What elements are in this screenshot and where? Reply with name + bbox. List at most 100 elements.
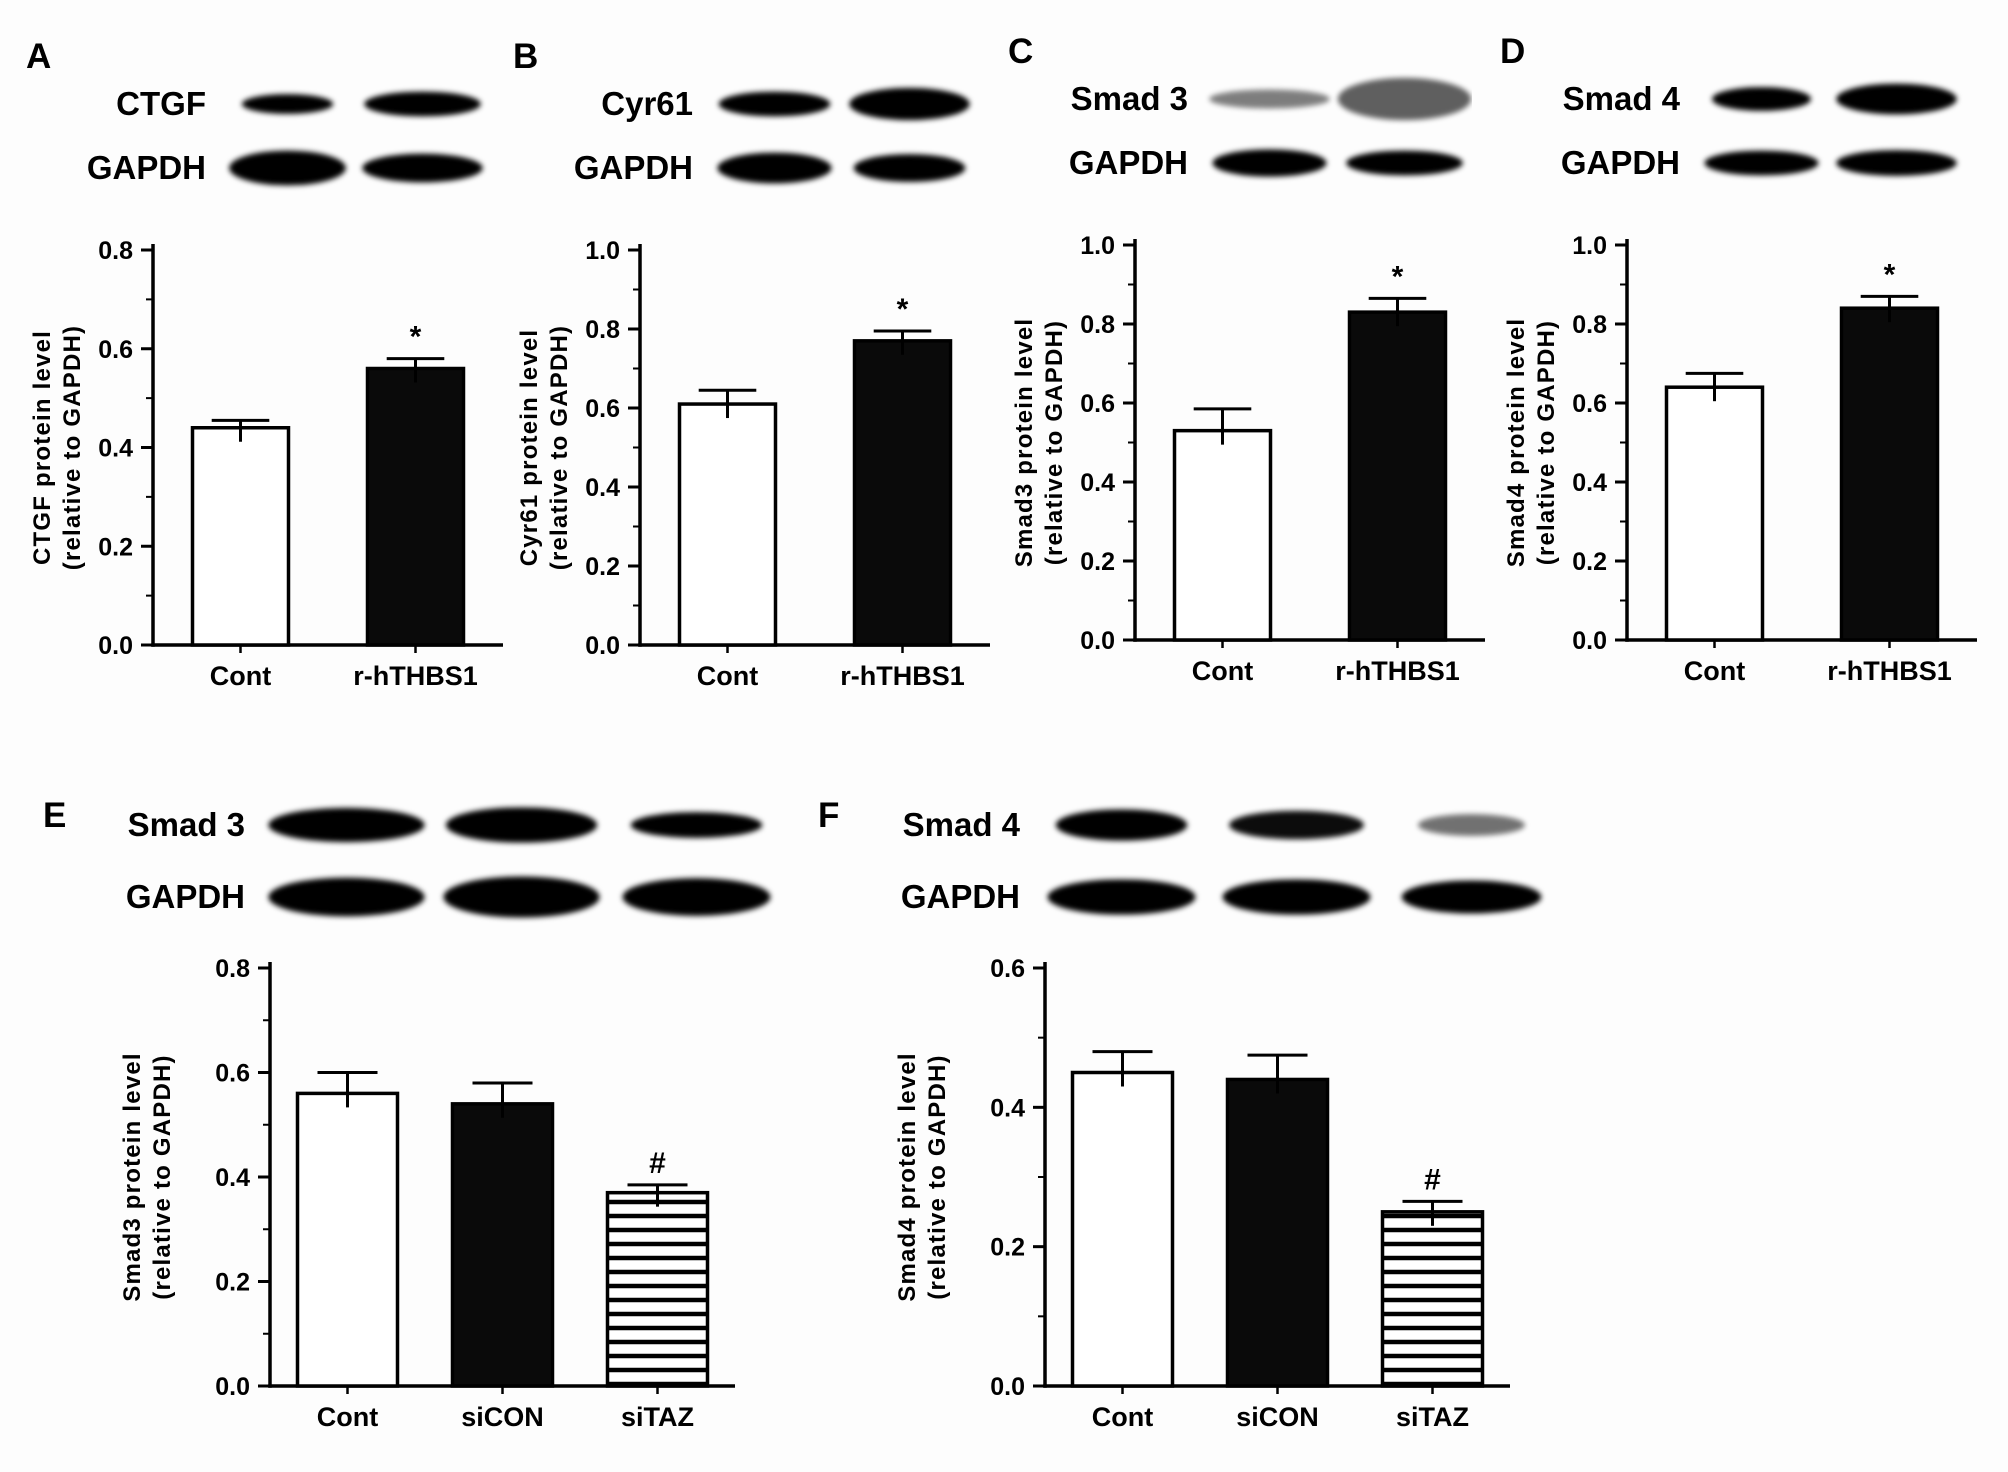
y-axis-label: (relative to GAPDH)	[924, 1054, 951, 1300]
category-label: Cont	[697, 661, 758, 691]
category-label: r-hTHBS1	[1827, 656, 1952, 686]
panel-letter: F	[818, 796, 840, 835]
blot-band	[1418, 814, 1525, 836]
blot-band-strip	[718, 87, 970, 121]
western-blot: Smad 4 GAPDH	[870, 794, 1580, 928]
blot-row: GAPDH	[1048, 136, 1505, 190]
bar-cont	[677, 402, 778, 647]
blot-band	[1704, 150, 1819, 176]
y-tick-label: 0.6	[1572, 390, 1607, 418]
blot-protein-label: Cyr61	[601, 85, 693, 122]
blot-row: GAPDH	[1540, 136, 2004, 190]
category-label: siCON	[1236, 1402, 1319, 1432]
blot-band	[853, 154, 966, 182]
blot-band	[1212, 149, 1327, 177]
blot-row: Smad 4	[870, 794, 1580, 856]
y-tick-label: 0.2	[1080, 548, 1115, 576]
y-axis-label: Cyr61 protein level	[516, 329, 543, 567]
y-tick-label: 1.0	[1572, 232, 1607, 260]
panel-a: A CTGF GAPDH 0.0 0.2 0.4 0.6 0.8 CTGF protein le…	[18, 25, 523, 725]
significance-marker: *	[897, 293, 909, 326]
bar-r-hthbs1	[365, 366, 466, 647]
bar-chart: 0.0 0.2 0.4 0.6 0.8 CTGF protein level (relati…	[29, 237, 503, 691]
y-tick-label: 0.4	[1080, 469, 1115, 497]
blot-band	[1209, 89, 1330, 109]
blot-band-strip	[1209, 77, 1472, 121]
significance-marker: *	[1392, 260, 1404, 293]
y-tick-label: 0.8	[1080, 311, 1115, 339]
blot-band	[1047, 879, 1196, 915]
blot-band	[1712, 87, 1811, 111]
blot-band	[1229, 810, 1364, 840]
y-tick-label: 0.4	[1572, 469, 1607, 497]
y-tick-label: 0.2	[98, 533, 133, 561]
western-blot: CTGF GAPDH	[66, 77, 523, 195]
y-tick-label: 0.0	[215, 1373, 250, 1401]
y-tick-label: 0.4	[98, 435, 133, 463]
blot-band	[849, 87, 970, 121]
category-label: r-hTHBS1	[1335, 656, 1460, 686]
blot-band	[443, 876, 600, 918]
western-blot: Cyr61 GAPDH	[553, 77, 1010, 195]
bar-chart: 0.0 0.2 0.4 0.6 0.8 1.0 Smad4 protein level (re…	[1503, 232, 1977, 686]
y-axis-label: CTGF protein level	[29, 330, 56, 565]
y-tick-label: 0.6	[585, 395, 620, 423]
blot-band	[241, 94, 334, 114]
y-tick-label: 0.0	[1572, 627, 1607, 655]
y-tick-label: 0.2	[215, 1269, 250, 1297]
bar-sicon	[450, 1102, 555, 1388]
blot-band-strip	[241, 91, 481, 117]
bar-sicon	[1225, 1077, 1330, 1388]
y-tick-label: 1.0	[585, 237, 620, 265]
western-blot: Smad 3 GAPDH	[95, 794, 795, 928]
category-label: siTAZ	[621, 1402, 694, 1432]
blot-protein-label: Smad 4	[1562, 80, 1680, 117]
blot-band	[445, 807, 598, 843]
significance-marker: #	[649, 1147, 666, 1180]
y-tick-label: 0.4	[585, 474, 620, 502]
significance-marker: *	[1884, 258, 1896, 291]
blot-band	[1346, 150, 1463, 176]
blot-row: Smad 3	[95, 794, 795, 856]
blot-band	[229, 150, 346, 186]
blot-band	[622, 878, 771, 916]
y-tick-label: 0.0	[990, 1373, 1025, 1401]
y-axis-label: (relative to GAPDH)	[1533, 320, 1560, 566]
western-blot: Smad 4 GAPDH	[1540, 72, 2004, 190]
y-tick-label: 0.6	[98, 336, 133, 364]
significance-marker: *	[410, 321, 422, 354]
panel-d: D Smad 4 GAPDH 0.0 0.2 0.4 0.6 0.8 1.0 Smad4 prot…	[1492, 20, 2004, 720]
y-axis-label: Smad3 protein level	[1011, 318, 1038, 568]
bar-cont	[1664, 385, 1765, 642]
y-axis-label: Smad4 protein level	[1503, 318, 1530, 568]
blot-band	[1222, 879, 1371, 915]
y-tick-label: 0.0	[585, 632, 620, 660]
blot-protein-label: GAPDH	[900, 878, 1020, 915]
bar-r-hthbs1	[852, 339, 953, 647]
y-axis-label: Smad4 protein level	[894, 1052, 921, 1302]
y-axis-label: (relative to GAPDH)	[149, 1054, 176, 1300]
significance-marker: #	[1424, 1163, 1441, 1196]
blot-row: GAPDH	[870, 866, 1580, 928]
panel-letter: D	[1500, 32, 1526, 71]
bar-chart: 0.0 0.2 0.4 0.6 0.8 1.0 Cyr61 protein level (re…	[516, 237, 990, 691]
blot-band-strip	[229, 150, 483, 186]
y-tick-label: 0.4	[215, 1164, 250, 1192]
blot-band	[1337, 77, 1472, 121]
y-tick-label: 0.2	[585, 553, 620, 581]
panel-c: C Smad 3 GAPDH 0.0 0.2 0.4 0.6 0.8 1.0 Smad3 prot…	[1000, 20, 1505, 720]
blot-protein-label: GAPDH	[573, 149, 693, 186]
blot-protein-label: CTGF	[116, 85, 206, 122]
blot-band-strip	[717, 152, 966, 184]
y-axis-label: (relative to GAPDH)	[59, 325, 86, 571]
panel-letter: E	[43, 796, 67, 835]
y-tick-label: 0.8	[1572, 311, 1607, 339]
panel-letter: A	[26, 37, 52, 76]
blot-band	[1401, 880, 1542, 914]
y-tick-label: 0.8	[585, 316, 620, 344]
y-tick-label: 1.0	[1080, 232, 1115, 260]
blot-band-strip	[1704, 150, 1957, 176]
blot-band	[718, 91, 831, 117]
blot-band	[362, 153, 483, 183]
bar-r-hthbs1	[1347, 310, 1448, 642]
